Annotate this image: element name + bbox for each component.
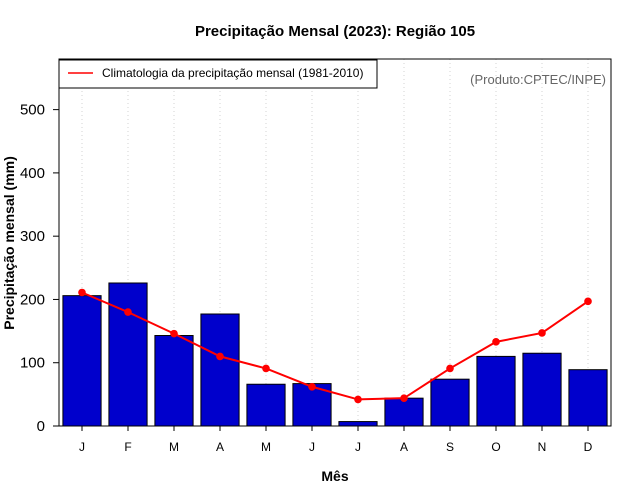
climatology-point-6 bbox=[308, 382, 316, 391]
x-tick-label: M bbox=[169, 440, 179, 454]
climatology-point-11 bbox=[538, 329, 546, 337]
climatology-point-4 bbox=[216, 352, 224, 361]
source-credit: (Produto:CPTEC/INPE) bbox=[470, 72, 606, 87]
bar-f-2 bbox=[108, 282, 148, 427]
bar-a-8 bbox=[384, 397, 424, 427]
bar-d-12 bbox=[568, 369, 608, 427]
x-axis-title: Mês bbox=[321, 468, 348, 484]
x-tick-label: A bbox=[400, 440, 408, 454]
x-tick-label: J bbox=[79, 440, 85, 454]
y-tick-label: 500 bbox=[20, 102, 45, 119]
chart-title: Precipitação Mensal (2023): Região 105 bbox=[195, 23, 475, 40]
x-tick-label: O bbox=[491, 440, 500, 454]
climatology-line-group bbox=[78, 288, 592, 404]
x-tick-label: J bbox=[309, 440, 315, 454]
climatology-point-12 bbox=[584, 297, 592, 306]
x-tick-label: D bbox=[584, 440, 593, 454]
bar-j-7 bbox=[338, 421, 378, 427]
y-axis: 0 100 200 300 400 500 bbox=[20, 102, 59, 435]
x-tick-label: S bbox=[446, 440, 454, 454]
y-tick-label: 0 bbox=[37, 418, 45, 435]
bar-n-11 bbox=[522, 352, 562, 427]
climatology-point-7 bbox=[354, 395, 362, 404]
climatology-point-3 bbox=[170, 329, 178, 338]
x-tick-label: F bbox=[124, 440, 131, 454]
bar-o-10 bbox=[476, 355, 516, 427]
y-tick-label: 300 bbox=[20, 228, 45, 245]
climatology-point-2 bbox=[124, 308, 132, 316]
plot-frame bbox=[58, 58, 612, 427]
x-tick-label: A bbox=[216, 440, 224, 454]
bar-m-5 bbox=[246, 383, 286, 427]
legend-box bbox=[58, 59, 378, 89]
x-tick-label: J bbox=[355, 440, 361, 454]
y-tick-label: 100 bbox=[20, 355, 45, 372]
bar-j-1 bbox=[62, 295, 102, 427]
climatology-point-5 bbox=[262, 364, 270, 373]
bar-a-4 bbox=[200, 313, 240, 427]
y-tick-label: 400 bbox=[20, 165, 45, 182]
climatology-line bbox=[81, 291, 589, 401]
climatology-point-10 bbox=[492, 338, 500, 346]
legend-label: Climatologia da precipitação mensal (198… bbox=[102, 66, 363, 80]
bar-s-9 bbox=[430, 378, 470, 427]
bars bbox=[62, 282, 608, 427]
y-axis-title: Precipitação mensal (mm) bbox=[1, 156, 17, 330]
x-tick-label: M bbox=[261, 440, 271, 454]
climatology-point-1 bbox=[78, 288, 86, 297]
climatology-point-9 bbox=[446, 364, 454, 373]
x-tick-label: N bbox=[538, 440, 547, 454]
bar-m-3 bbox=[154, 335, 194, 427]
legend: Climatologia da precipitação mensal (198… bbox=[58, 59, 378, 89]
climatology-point-8 bbox=[400, 394, 408, 402]
y-tick-label: 200 bbox=[20, 291, 45, 308]
